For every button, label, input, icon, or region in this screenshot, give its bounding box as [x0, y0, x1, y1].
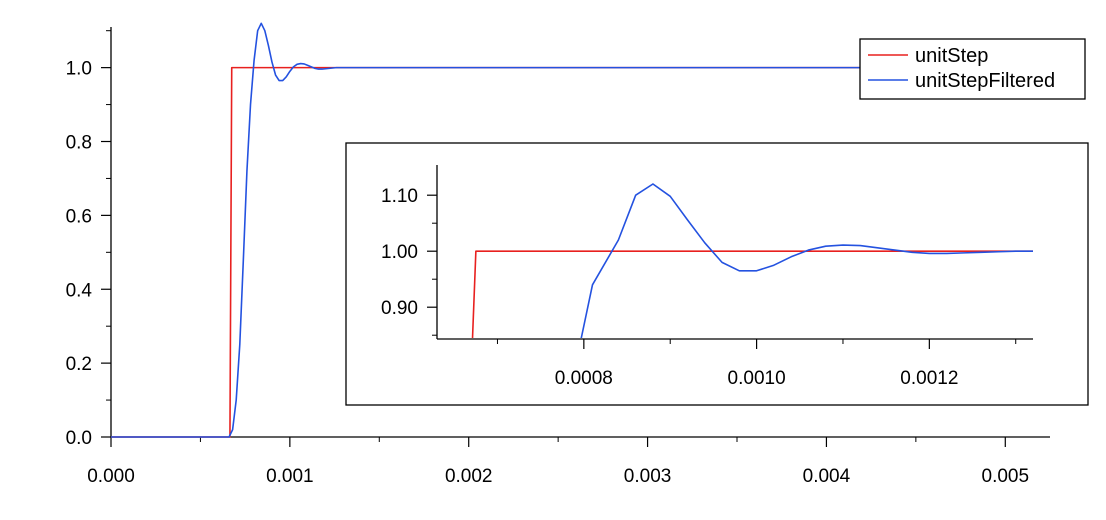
main-series-unitStepFiltered — [111, 22, 1050, 438]
main-x-tick-label: 0.000 — [87, 466, 135, 487]
inset-y-tick-label: 0.90 — [381, 298, 418, 319]
main-y-tick-label: 1.0 — [66, 59, 92, 80]
main-x-tick-label: 0.002 — [445, 466, 493, 487]
inset-series-unitStep — [471, 250, 1033, 338]
inset-y-tick-label: 1.00 — [381, 242, 418, 263]
inset-x-tick-label: 0.0008 — [555, 368, 613, 389]
inset-y-tick-label: 1.10 — [381, 186, 418, 207]
main-x-tick-label: 0.004 — [803, 466, 851, 487]
inset-x-tick-label: 0.0010 — [728, 368, 786, 389]
legend-label-unitStep: unitStep — [915, 45, 988, 67]
legend-label-unitStepFiltered: unitStepFiltered — [915, 70, 1055, 92]
main-y-tick-label: 0.4 — [66, 280, 93, 301]
legend: unitStep unitStepFiltered — [859, 38, 1086, 100]
main-x-tick-label: 0.005 — [982, 466, 1030, 487]
main-y-tick-label: 0.8 — [66, 133, 92, 154]
main-y-tick-label: 0.6 — [66, 206, 92, 227]
main-series — [111, 22, 1050, 438]
inset-plot: 0.0008 0.0010 0.0012 0.90 1.00 1.10 — [345, 142, 1089, 406]
main-ticks: 0.000 0.001 0.002 0.003 0.004 0.005 0.0 0.2 0.4 0… — [66, 30, 1030, 487]
legend-box — [859, 38, 1086, 100]
main-x-tick-label: 0.001 — [266, 466, 314, 487]
inset-ticks: 0.0008 0.0010 0.0012 0.90 1.00 1.10 — [381, 186, 1017, 389]
inset-frame — [345, 142, 1089, 406]
inset-x-tick-label: 0.0012 — [900, 368, 958, 389]
main-x-tick-label: 0.003 — [624, 466, 672, 487]
main-y-tick-label: 0.2 — [66, 354, 92, 375]
main-plot: 0.000 0.001 0.002 0.003 0.004 0.005 0.0 0.2 0.4 0… — [66, 22, 1050, 487]
inset-series — [471, 183, 1033, 338]
inset-series-unitStepFiltered — [580, 183, 1033, 338]
main-y-tick-label: 0.0 — [66, 428, 92, 449]
